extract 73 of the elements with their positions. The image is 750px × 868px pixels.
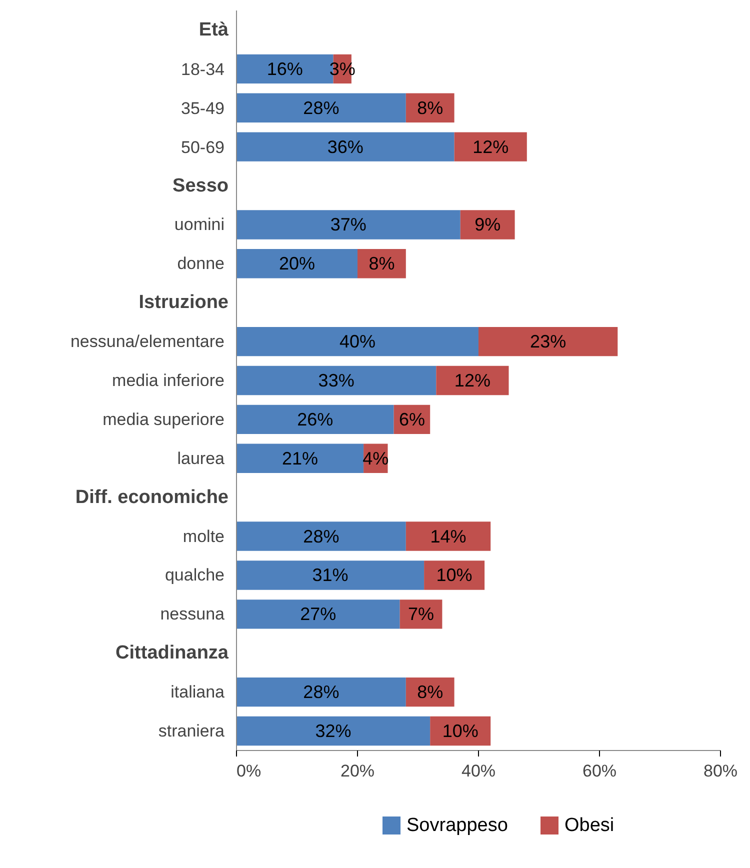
data-label: 8% (368, 254, 395, 274)
y-tick-label: qualche (164, 566, 225, 585)
bar (424, 560, 485, 590)
data-label: 12% (454, 370, 490, 390)
bar (358, 249, 406, 278)
y-tick-label: laurea (177, 448, 226, 468)
x-tick-label: 40% (461, 762, 496, 780)
bar (236, 444, 364, 473)
data-label: 10% (436, 565, 472, 586)
x-tick-label: 0% (236, 762, 262, 780)
bar (236, 93, 406, 122)
y-tick-label: nessuna/elementare (70, 332, 224, 352)
bar (236, 560, 424, 590)
y-tick-label: Diff. economiche (75, 486, 228, 508)
data-label: 33% (318, 370, 354, 390)
y-tick-label: Età (198, 19, 229, 40)
y-tick-label: 18-34 (181, 60, 225, 79)
y-tick-label: media superiore (102, 410, 225, 429)
y-tick-label: italiana (170, 682, 226, 702)
y-tick-label: donne (177, 254, 225, 274)
data-label: 28% (303, 682, 340, 702)
data-label: 14% (430, 526, 466, 546)
bar (406, 522, 491, 551)
bar (236, 210, 460, 240)
bar (454, 132, 527, 162)
y-tick-label: Cittadinanza (116, 642, 229, 664)
data-label: 12% (472, 136, 509, 157)
bar (236, 522, 406, 551)
data-label: 20% (278, 254, 316, 274)
bar (236, 716, 430, 746)
legend-label: Obesi (564, 815, 614, 836)
y-tick-label: media inferiore (112, 371, 225, 390)
data-label: 10% (442, 721, 478, 742)
data-label: 23% (530, 332, 566, 352)
y-tick-label: Sesso (172, 175, 229, 196)
data-label: 40% (339, 332, 376, 352)
data-label: 6% (398, 409, 425, 430)
y-tick-label: uomini (174, 215, 225, 234)
bar (236, 677, 406, 707)
bar (236, 404, 394, 434)
y-tick-label: Istruzione (138, 292, 229, 314)
y-tick-label: nessuna (160, 604, 226, 624)
data-label: 16% (266, 58, 303, 79)
bar (400, 600, 442, 629)
data-label: 8% (417, 682, 444, 702)
data-label: 28% (303, 526, 340, 546)
bar (236, 600, 400, 629)
data-label: 21% (282, 448, 318, 468)
data-label: 9% (474, 214, 501, 235)
y-tick-label: 50-69 (181, 138, 225, 157)
data-label: 31% (312, 565, 348, 586)
x-tick-label: 20% (340, 762, 375, 780)
bar (236, 326, 478, 356)
bar (236, 249, 358, 278)
legend-label: Sovrappeso (406, 815, 508, 836)
y-tick-label: straniera (158, 722, 226, 741)
bar (436, 366, 509, 396)
x-tick-label: 80% (703, 762, 738, 780)
x-tick-label: 60% (582, 762, 617, 780)
data-label: 32% (315, 721, 352, 742)
y-tick-label: 35-49 (181, 98, 225, 118)
data-label: 36% (327, 136, 364, 157)
data-label: 8% (417, 98, 444, 118)
data-label: 26% (297, 409, 334, 430)
data-label: 28% (303, 98, 340, 118)
data-label: 27% (300, 604, 336, 624)
y-tick-label: molte (182, 526, 225, 546)
data-label: 7% (408, 604, 434, 624)
bar (478, 326, 618, 356)
bar (460, 210, 515, 240)
bar (236, 132, 454, 162)
bar (236, 366, 436, 396)
data-label: 37% (330, 214, 366, 235)
